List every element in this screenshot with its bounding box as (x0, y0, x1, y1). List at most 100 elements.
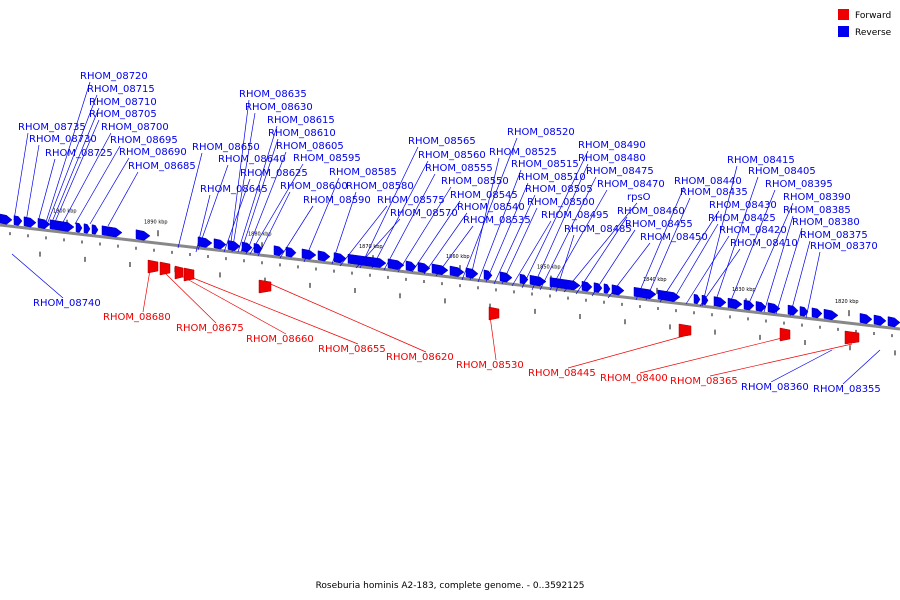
reverse-gene-label[interactable]: RHOM_08735 (18, 122, 86, 133)
reverse-gene-label[interactable]: RHOM_08695 (110, 135, 178, 146)
reverse-gene-label[interactable]: RHOM_08380 (792, 217, 860, 228)
forward-gene-box[interactable] (844, 330, 860, 345)
reverse-gene-label[interactable]: RHOM_08495 (541, 210, 609, 221)
reverse-gene-label[interactable]: RHOM_08580 (346, 181, 414, 192)
reverse-gene-label[interactable]: RHOM_08625 (240, 168, 308, 179)
reverse-gene-label[interactable]: RHOM_08575 (377, 195, 445, 206)
reverse-gene-label[interactable]: RHOM_08565 (408, 136, 476, 147)
reverse-gene-arrow[interactable] (823, 308, 839, 321)
forward-gene-box[interactable] (174, 265, 184, 280)
reverse-gene-label[interactable]: RHOM_08425 (708, 213, 776, 224)
reverse-gene-arrow[interactable] (611, 284, 625, 296)
reverse-gene-label[interactable]: RHOM_08430 (709, 200, 777, 211)
reverse-gene-label[interactable]: RHOM_08375 (800, 230, 868, 241)
reverse-gene-label[interactable]: RHOM_08485 (564, 224, 632, 235)
reverse-gene-label[interactable]: RHOM_08405 (748, 166, 816, 177)
reverse-gene-label[interactable]: RHOM_08715 (87, 84, 155, 95)
reverse-gene-label[interactable]: RHOM_08440 (674, 176, 742, 187)
reverse-gene-label[interactable]: RHOM_08700 (101, 122, 169, 133)
reverse-gene-label[interactable]: RHOM_08595 (293, 153, 361, 164)
reverse-gene-arrow[interactable] (387, 258, 405, 270)
reverse-gene-label[interactable]: RHOM_08435 (680, 187, 748, 198)
reverse-gene-label[interactable]: RHOM_08510 (518, 172, 586, 183)
reverse-gene-arrow[interactable] (405, 260, 417, 272)
reverse-gene-arrow[interactable] (317, 250, 331, 262)
reverse-gene-arrow[interactable] (13, 215, 23, 226)
reverse-gene-arrow[interactable] (603, 283, 611, 294)
reverse-gene-label[interactable]: RHOM_08725 (45, 148, 113, 159)
forward-gene-label[interactable]: RHOM_08680 (103, 312, 171, 323)
reverse-gene-label[interactable]: RHOM_08450 (640, 232, 708, 243)
reverse-gene-arrow[interactable] (273, 245, 285, 257)
reverse-gene-label[interactable]: RHOM_08720 (80, 71, 148, 82)
reverse-gene-label[interactable]: RHOM_08355 (813, 384, 881, 395)
reverse-gene-label[interactable]: RHOM_08515 (511, 159, 579, 170)
forward-gene-label[interactable]: RHOM_08445 (528, 368, 596, 379)
forward-gene-box[interactable] (258, 279, 272, 294)
forward-gene-box[interactable] (147, 259, 159, 274)
reverse-gene-arrow[interactable] (811, 307, 823, 319)
reverse-gene-arrow[interactable] (519, 273, 529, 285)
reverse-gene-arrow[interactable] (253, 243, 263, 254)
reverse-gene-arrow[interactable] (23, 216, 37, 228)
reverse-gene-arrow[interactable] (727, 297, 743, 310)
reverse-gene-arrow[interactable] (431, 263, 449, 276)
reverse-gene-label[interactable]: RHOM_08540 (457, 202, 525, 213)
reverse-gene-label[interactable]: RHOM_08390 (783, 192, 851, 203)
reverse-gene-label[interactable]: RHOM_08555 (425, 163, 493, 174)
reverse-gene-label[interactable]: RHOM_08420 (719, 225, 787, 236)
reverse-gene-arrow[interactable] (887, 316, 900, 328)
reverse-gene-arrow[interactable] (713, 296, 727, 308)
reverse-gene-arrow[interactable] (347, 253, 387, 268)
reverse-gene-arrow[interactable] (657, 289, 681, 302)
reverse-gene-arrow[interactable] (101, 225, 123, 238)
reverse-gene-arrow[interactable] (767, 302, 781, 314)
reverse-gene-label[interactable]: RHOM_08505 (525, 184, 593, 195)
reverse-gene-label[interactable]: rpsO (627, 192, 651, 203)
reverse-gene-label[interactable]: RHOM_08710 (89, 97, 157, 108)
reverse-gene-arrow[interactable] (701, 294, 709, 306)
forward-gene-box[interactable] (488, 306, 500, 321)
reverse-gene-label[interactable]: RHOM_08480 (578, 153, 646, 164)
reverse-gene-label[interactable]: RHOM_08685 (128, 161, 196, 172)
reverse-gene-label[interactable]: RHOM_08460 (617, 206, 685, 217)
reverse-gene-label[interactable]: RHOM_08605 (276, 141, 344, 152)
reverse-gene-arrow[interactable] (693, 293, 701, 305)
forward-gene-label[interactable]: RHOM_08400 (600, 373, 668, 384)
reverse-gene-label[interactable]: RHOM_08475 (586, 166, 654, 177)
forward-gene-box[interactable] (183, 267, 195, 282)
reverse-gene-arrow[interactable] (549, 277, 581, 291)
reverse-gene-arrow[interactable] (213, 238, 227, 250)
reverse-gene-label[interactable]: RHOM_08470 (597, 179, 665, 190)
forward-gene-label[interactable]: RHOM_08675 (176, 323, 244, 334)
reverse-gene-arrow[interactable] (333, 252, 347, 264)
forward-gene-label[interactable]: RHOM_08620 (386, 352, 454, 363)
reverse-gene-label[interactable]: RHOM_08645 (200, 184, 268, 195)
reverse-gene-label[interactable]: RHOM_08650 (192, 142, 260, 153)
reverse-gene-label[interactable]: RHOM_08550 (441, 176, 509, 187)
reverse-gene-arrow[interactable] (417, 261, 431, 273)
reverse-gene-arrow[interactable] (499, 271, 513, 283)
reverse-gene-arrow[interactable] (75, 222, 83, 233)
reverse-gene-arrow[interactable] (37, 218, 51, 230)
reverse-gene-arrow[interactable] (787, 304, 799, 316)
reverse-gene-arrow[interactable] (593, 282, 603, 293)
reverse-gene-label[interactable]: RHOM_08395 (765, 179, 833, 190)
reverse-gene-label[interactable]: RHOM_08385 (783, 205, 851, 216)
reverse-gene-arrow[interactable] (301, 248, 317, 260)
reverse-gene-label[interactable]: RHOM_08740 (33, 298, 101, 309)
reverse-gene-label[interactable]: RHOM_08525 (489, 147, 557, 158)
reverse-gene-label[interactable]: RHOM_08705 (89, 109, 157, 120)
reverse-gene-arrow[interactable] (743, 299, 755, 311)
reverse-gene-label[interactable]: RHOM_08630 (245, 102, 313, 113)
reverse-gene-arrow[interactable] (873, 314, 887, 326)
reverse-gene-label[interactable]: RHOM_08560 (418, 150, 486, 161)
forward-gene-box[interactable] (779, 327, 791, 342)
reverse-gene-arrow[interactable] (197, 236, 213, 248)
reverse-gene-label[interactable]: RHOM_08590 (303, 195, 371, 206)
reverse-gene-arrow[interactable] (799, 306, 809, 317)
reverse-gene-label[interactable]: RHOM_08500 (527, 197, 595, 208)
forward-gene-label[interactable]: RHOM_08660 (246, 334, 314, 345)
reverse-gene-label[interactable]: RHOM_08690 (119, 147, 187, 158)
reverse-gene-label[interactable]: RHOM_08600 (280, 181, 348, 192)
